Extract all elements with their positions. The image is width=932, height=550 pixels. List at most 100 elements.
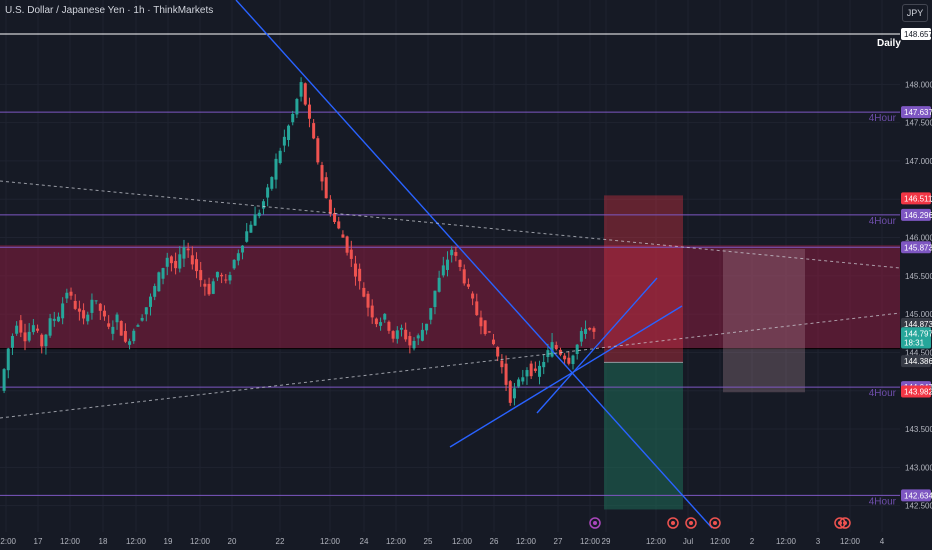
candle-body xyxy=(123,331,127,342)
economic-event-dot xyxy=(843,521,847,525)
time-tick: 2 xyxy=(750,537,755,546)
support-line-lower xyxy=(449,305,683,448)
candle-body xyxy=(471,293,475,299)
candle-body xyxy=(128,341,132,345)
candle-body xyxy=(10,336,14,348)
candle-body xyxy=(567,357,571,364)
candle-body xyxy=(278,150,282,163)
candle-body xyxy=(107,323,111,327)
candle-body xyxy=(178,254,182,269)
candle-body xyxy=(2,369,6,391)
candle-body xyxy=(542,361,546,368)
time-tick: 12:00 xyxy=(320,537,341,546)
price-tag: 144.873 xyxy=(904,320,932,329)
candle-body xyxy=(345,236,349,253)
time-tick: 12:00 xyxy=(386,537,407,546)
candle-body xyxy=(236,253,240,261)
dotted-resistance xyxy=(0,180,901,269)
candle-body xyxy=(82,310,86,319)
price-label: 142.634 xyxy=(904,491,932,500)
candle-body xyxy=(102,310,106,317)
candle-body xyxy=(266,187,270,198)
candle-body xyxy=(404,329,408,340)
candle-body xyxy=(324,177,328,199)
candle-body xyxy=(257,212,261,217)
candle-body xyxy=(412,340,416,349)
candle-body xyxy=(550,342,554,357)
price-tick: 147.000 xyxy=(905,157,932,166)
price-tick: 147.500 xyxy=(905,119,932,128)
time-axis: 12:001712:001812:001912:00202212:002412:… xyxy=(0,532,900,550)
time-tick: 26 xyxy=(490,537,499,546)
candle-body xyxy=(391,331,395,339)
candle-body xyxy=(161,268,165,279)
candle-body xyxy=(48,318,52,336)
price-tag: 144.386 xyxy=(904,357,932,366)
candle-body xyxy=(199,270,203,281)
candle-body xyxy=(525,370,529,377)
price-label: 145.873 xyxy=(904,243,932,252)
trend-lines xyxy=(0,0,901,529)
candle-body xyxy=(182,247,186,259)
candle-body xyxy=(136,325,140,327)
candle-body xyxy=(241,245,245,253)
economic-event-dot xyxy=(689,521,693,525)
candle-body xyxy=(295,99,299,115)
candle-body xyxy=(487,331,491,333)
candle-body xyxy=(36,328,40,331)
candle-body xyxy=(98,303,102,311)
candle-body xyxy=(291,113,295,123)
time-tick: 12:00 xyxy=(60,537,81,546)
price-tick: 145.000 xyxy=(905,310,932,319)
time-tick: 29 xyxy=(602,537,611,546)
price-tick: 142.500 xyxy=(905,502,932,511)
level-tag: 4Hour xyxy=(869,113,897,124)
time-tick: 12:00 xyxy=(776,537,797,546)
candle-body xyxy=(500,360,504,368)
candle-body xyxy=(153,286,157,297)
price-tag-bg xyxy=(901,336,931,349)
economic-event-dot xyxy=(593,521,597,525)
candle-body xyxy=(312,123,316,139)
time-tick: 12:00 xyxy=(580,537,601,546)
price-tag: 146.511 xyxy=(904,194,932,203)
candle-body xyxy=(23,332,27,342)
candle-body xyxy=(316,138,320,163)
symbol-title: U.S. Dollar / Japanese Yen · 1h · ThinkM… xyxy=(5,5,214,16)
candle-body xyxy=(383,313,387,320)
candle-body xyxy=(144,307,148,315)
candle-body xyxy=(65,292,69,299)
candle-body xyxy=(228,274,232,281)
candle-body xyxy=(220,274,224,277)
time-tick: 12:00 xyxy=(840,537,861,546)
economic-event-icon xyxy=(709,517,721,529)
candle-body xyxy=(408,336,412,346)
time-tick: 18 xyxy=(99,537,108,546)
candle-body xyxy=(458,260,462,267)
candle-body xyxy=(575,344,579,355)
price-tag: 143.982 xyxy=(904,387,932,396)
candle-body xyxy=(454,252,458,256)
price-label-bg xyxy=(901,241,931,254)
time-tick: 12:00 xyxy=(516,537,537,546)
time-tick: 27 xyxy=(554,537,563,546)
price-tick: 143.000 xyxy=(905,463,932,472)
price-label-bg xyxy=(901,208,931,221)
support-line-steep xyxy=(536,277,658,414)
candle-body xyxy=(462,269,466,284)
candle-body xyxy=(149,296,152,307)
candle-body xyxy=(6,348,10,371)
price-axis-bg xyxy=(900,0,932,550)
candle-body xyxy=(416,335,420,339)
currency-button[interactable]: JPY xyxy=(902,4,928,22)
time-tick: 20 xyxy=(228,537,237,546)
candle-body xyxy=(56,316,60,322)
candle-body xyxy=(211,281,215,294)
level-tag: 4Hour xyxy=(869,388,897,399)
price-tag-bg xyxy=(901,385,931,398)
candle-body xyxy=(508,381,512,403)
candle-body xyxy=(303,83,307,105)
candle-body xyxy=(111,326,115,334)
candle-body xyxy=(90,299,94,313)
